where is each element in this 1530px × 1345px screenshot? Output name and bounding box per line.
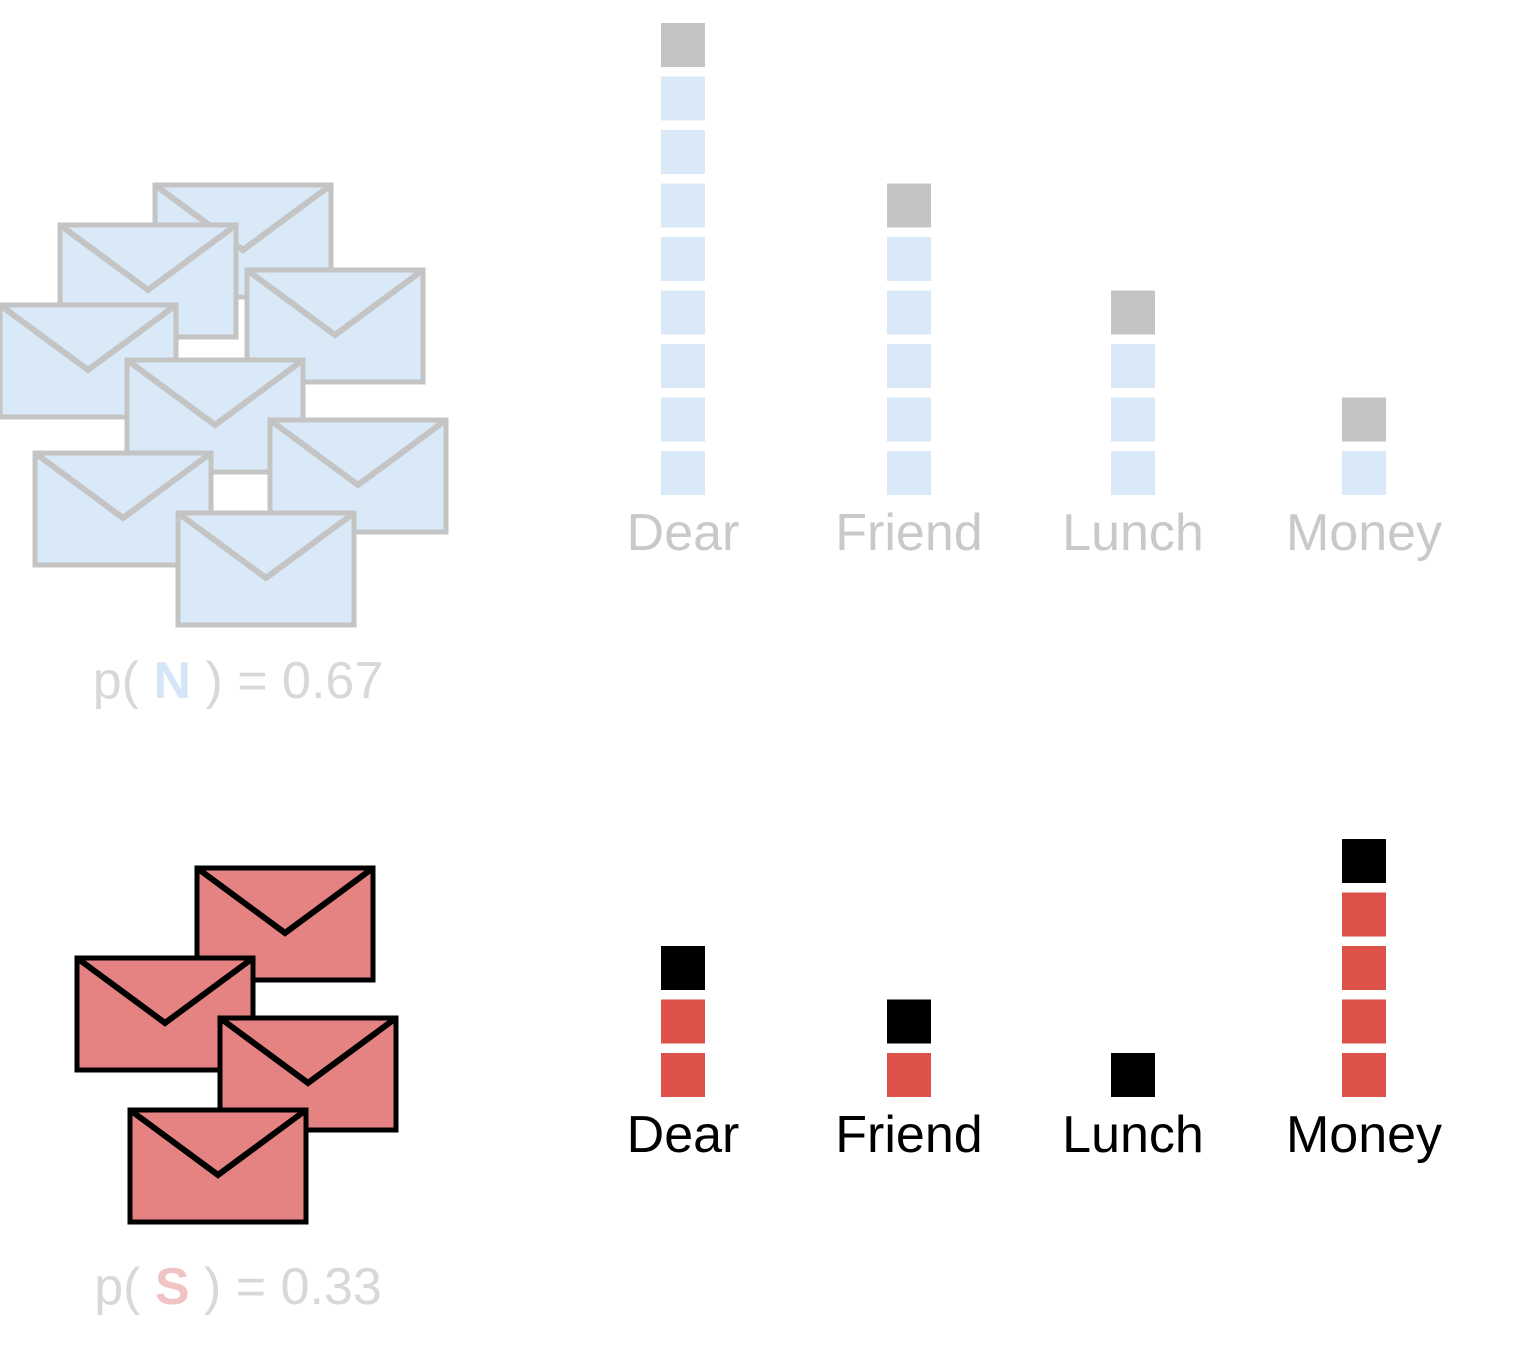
count-block xyxy=(887,237,931,281)
word-label: Dear xyxy=(627,504,740,562)
pseudocount-block xyxy=(661,23,705,67)
pseudocount-block xyxy=(1111,290,1155,335)
count-block xyxy=(887,397,931,442)
envelope-icon xyxy=(175,510,357,628)
normal-prior-letter: N xyxy=(153,652,191,710)
count-block xyxy=(1111,397,1155,442)
word-label: Friend xyxy=(835,1106,982,1164)
count-block xyxy=(887,451,931,495)
count-block xyxy=(1342,892,1386,937)
normal-word-histogram: Dear Friend Lunch Money xyxy=(627,23,1442,562)
spam-group: p( S ) = 0.33 Dear Friend Lunch Money xyxy=(74,839,1442,1316)
spam-prior-letter: S xyxy=(155,1258,190,1316)
normal-group: p( N ) = 0.67 Dear Friend Lunch Money xyxy=(0,23,1442,710)
pseudocount-block xyxy=(1342,397,1386,442)
count-block xyxy=(661,76,705,121)
normal-prior-prefix: p( xyxy=(93,652,154,710)
count-block xyxy=(1342,451,1386,495)
count-block xyxy=(887,1053,931,1097)
count-block xyxy=(661,130,705,174)
count-block xyxy=(661,999,705,1044)
word-label: Friend xyxy=(835,504,982,562)
word-label: Lunch xyxy=(1062,1106,1204,1164)
word-label: Dear xyxy=(627,1106,740,1164)
count-block xyxy=(661,290,705,335)
count-block xyxy=(1342,999,1386,1044)
word-label: Lunch xyxy=(1062,504,1204,562)
spam-word-histogram: Dear Friend Lunch Money xyxy=(627,839,1442,1164)
count-block xyxy=(661,1053,705,1097)
pseudocount-block xyxy=(887,999,931,1044)
count-block xyxy=(1111,344,1155,388)
normal-envelope-stack xyxy=(0,182,449,628)
pseudocount-block xyxy=(887,183,931,228)
spam-prior-suffix: ) = 0.33 xyxy=(190,1258,382,1316)
spam-envelope-stack xyxy=(74,865,399,1225)
spam-prior: p( S ) = 0.33 xyxy=(94,1258,382,1316)
count-block xyxy=(661,397,705,442)
word-label: Money xyxy=(1286,1106,1442,1164)
pseudocount-block xyxy=(1342,839,1386,883)
count-block xyxy=(887,344,931,388)
count-block xyxy=(1111,451,1155,495)
count-block xyxy=(1342,946,1386,990)
count-block xyxy=(1342,1053,1386,1097)
normal-prior-suffix: ) = 0.67 xyxy=(191,652,383,710)
count-block xyxy=(661,237,705,281)
envelope-icon xyxy=(127,1107,309,1225)
count-block xyxy=(887,290,931,335)
count-block xyxy=(661,183,705,228)
pseudocount-block xyxy=(1111,1053,1155,1097)
count-block xyxy=(661,344,705,388)
spam-prior-prefix: p( xyxy=(94,1258,155,1316)
normal-prior: p( N ) = 0.67 xyxy=(93,652,383,710)
count-block xyxy=(661,451,705,495)
word-label: Money xyxy=(1286,504,1442,562)
pseudocount-block xyxy=(661,946,705,990)
